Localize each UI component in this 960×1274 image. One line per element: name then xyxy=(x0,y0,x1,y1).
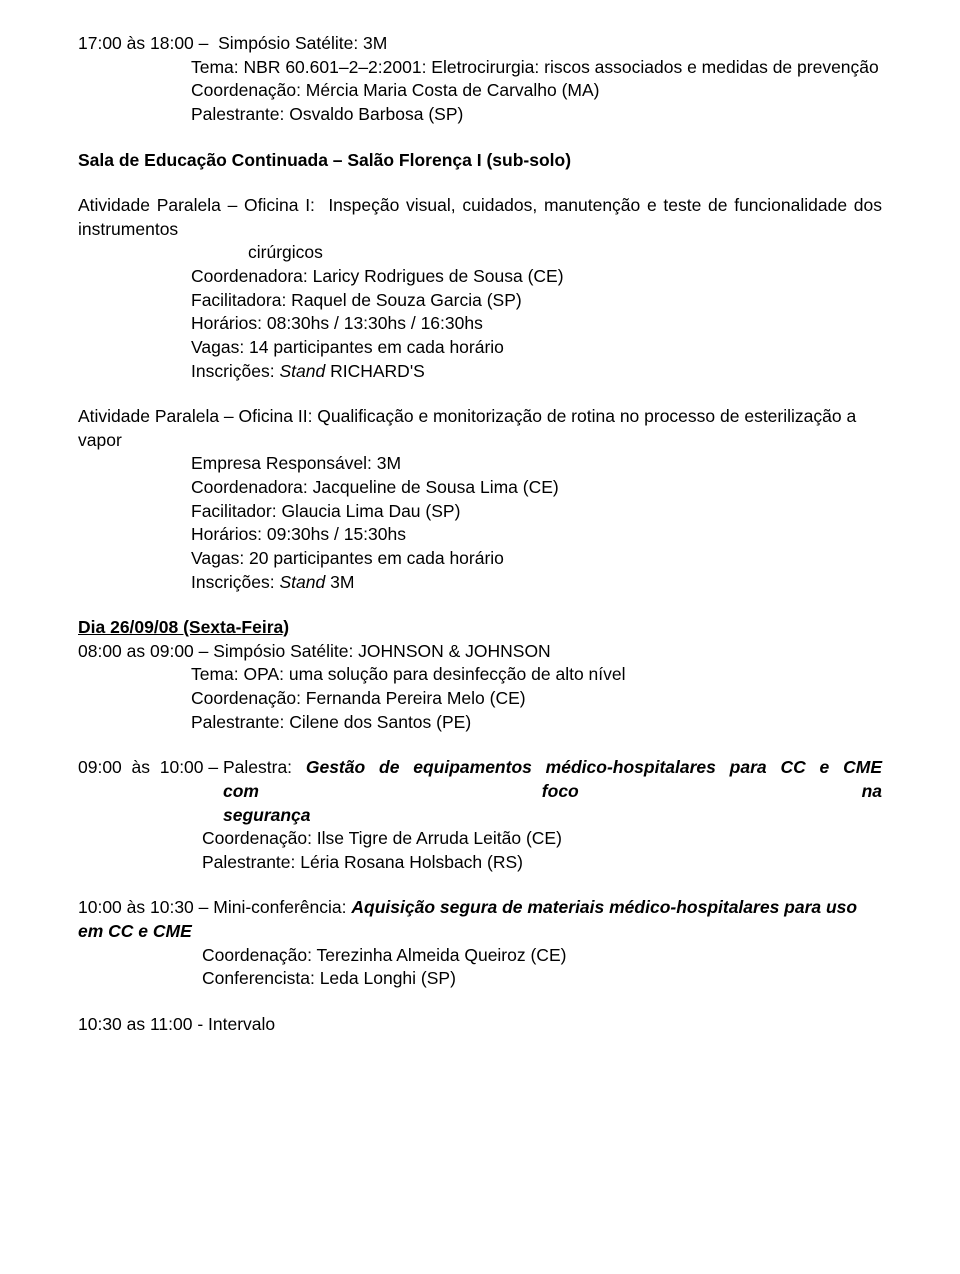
block-oficina-ii: Atividade Paralela – Oficina II: Qualifi… xyxy=(78,405,882,594)
line: Atividade Paralela – Oficina I: Inspeção… xyxy=(78,194,882,241)
block-sala-heading: Sala de Educação Continuada – Salão Flor… xyxy=(78,149,882,173)
line: Horários: 09:30hs / 15:30hs xyxy=(78,523,882,547)
line: Vagas: 14 participantes em cada horário xyxy=(78,336,882,360)
line: Inscrições: Stand RICHARD'S xyxy=(78,360,882,384)
section-heading: Sala de Educação Continuada – Salão Flor… xyxy=(78,149,882,173)
line: Inscrições: Stand 3M xyxy=(78,571,882,595)
document-page: 17:00 às 18:00 – Simpósio Satélite: 3M T… xyxy=(0,0,960,1274)
line: cirúrgicos xyxy=(78,241,882,265)
line: Coordenadora: Jacqueline de Sousa Lima (… xyxy=(78,476,882,500)
text: Palestra: Gestão de equipamentos médico-… xyxy=(223,756,882,827)
time-range: 09:00 às 10:00 – xyxy=(78,756,223,827)
line: Vagas: 20 participantes em cada horário xyxy=(78,547,882,571)
block-mini-conferencia: 10:00 às 10:30 – Mini-conferência: Aquis… xyxy=(78,896,882,991)
line: Palestrante: Osvaldo Barbosa (SP) xyxy=(78,103,882,127)
talk-title-cont: segurança xyxy=(223,804,882,828)
block-intervalo: 10:30 as 11:00 - Intervalo xyxy=(78,1013,882,1037)
text: 3M xyxy=(325,572,354,592)
line: Palestra: Gestão de equipamentos médico-… xyxy=(223,756,882,803)
line: Coordenação: Ilse Tigre de Arruda Leitão… xyxy=(78,827,882,851)
line: Facilitadora: Raquel de Souza Garcia (SP… xyxy=(78,289,882,313)
day-heading: Dia 26/09/08 (Sexta-Feira) xyxy=(78,616,882,640)
text-italic: Stand xyxy=(280,572,326,592)
line: Empresa Responsável: 3M xyxy=(78,452,882,476)
text-italic: Stand xyxy=(280,361,326,381)
line: Tema: OPA: uma solução para desinfecção … xyxy=(78,663,882,687)
line: 10:30 as 11:00 - Intervalo xyxy=(78,1013,882,1037)
block-oficina-i: Atividade Paralela – Oficina I: Inspeção… xyxy=(78,194,882,383)
line: Facilitador: Glaucia Lima Dau (SP) xyxy=(78,500,882,524)
text: Inscrições: xyxy=(191,572,280,592)
line: Palestrante: Cilene dos Santos (PE) xyxy=(78,711,882,735)
line: Horários: 08:30hs / 13:30hs / 16:30hs xyxy=(78,312,882,336)
line: 10:00 às 10:30 – Mini-conferência: Aquis… xyxy=(78,896,882,943)
line: Coordenação: Terezinha Almeida Queiroz (… xyxy=(78,944,882,968)
line: Conferencista: Leda Longhi (SP) xyxy=(78,967,882,991)
line: 09:00 às 10:00 – Palestra: Gestão de equ… xyxy=(78,756,882,827)
line: Tema: NBR 60.601–2–2:2001: Eletrocirurgi… xyxy=(78,56,882,80)
text: Palestra: xyxy=(223,757,306,777)
text: 10:00 às 10:30 – Mini-conferência: xyxy=(78,897,351,917)
line: Palestrante: Léria Rosana Holsbach (RS) xyxy=(78,851,882,875)
text: RICHARD'S xyxy=(325,361,425,381)
line: 08:00 as 09:00 – Simpósio Satélite: JOHN… xyxy=(78,640,882,664)
line: Coordenação: Mércia Maria Costa de Carva… xyxy=(78,79,882,103)
line: Atividade Paralela – Oficina II: Qualifi… xyxy=(78,405,882,452)
line: Coordenadora: Laricy Rodrigues de Sousa … xyxy=(78,265,882,289)
text: Inscrições: xyxy=(191,361,280,381)
block-simposio-3m: 17:00 às 18:00 – Simpósio Satélite: 3M T… xyxy=(78,32,882,127)
text: Simpósio Satélite: 3M xyxy=(218,33,387,53)
block-dia-26: Dia 26/09/08 (Sexta-Feira) 08:00 as 09:0… xyxy=(78,616,882,734)
line: 17:00 às 18:00 – Simpósio Satélite: 3M xyxy=(78,32,882,56)
talk-title: Gestão de equipamentos médico-hospitalar… xyxy=(223,757,892,801)
time-range: 17:00 às 18:00 – xyxy=(78,33,218,53)
block-palestra-gestao: 09:00 às 10:00 – Palestra: Gestão de equ… xyxy=(78,756,882,874)
line: Coordenação: Fernanda Pereira Melo (CE) xyxy=(78,687,882,711)
